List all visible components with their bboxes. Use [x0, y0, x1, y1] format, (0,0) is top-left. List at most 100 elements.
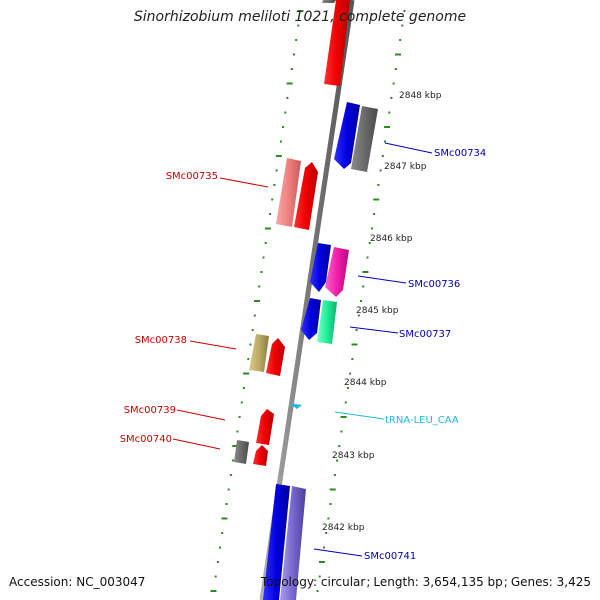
guide-tick — [323, 546, 325, 549]
label-smc00741[interactable]: SMc00741 — [364, 551, 416, 562]
guide-tick — [340, 416, 347, 418]
guide-tick — [273, 184, 276, 186]
guide-tick — [327, 517, 330, 520]
feature-smc00737-blue[interactable] — [301, 298, 321, 340]
label-trna-leu-caa[interactable]: tRNA-LEU_CAA — [385, 415, 459, 426]
ruler-label: 2842 kbp — [322, 523, 365, 533]
guide-tick — [362, 285, 365, 288]
guide-tick — [279, 140, 282, 143]
track-guides — [210, 10, 406, 592]
feature-smc00734-gray[interactable] — [351, 106, 378, 172]
guide-tick — [275, 169, 278, 172]
feature-smc00739[interactable] — [256, 409, 274, 445]
topology-value: circular — [320, 575, 366, 589]
feature-labels: SMc00734 SMc00735 SMc00736 SMc00737 SMc0… — [120, 148, 487, 562]
feature-smc00737[interactable] — [317, 300, 337, 344]
guide-tick — [388, 111, 391, 114]
label-smc00738[interactable]: SMc00738 — [135, 335, 187, 346]
label-smc00734[interactable]: SMc00734 — [434, 148, 486, 159]
guide-tick — [325, 532, 328, 534]
guide-tick — [383, 140, 386, 143]
feature-smc00738-red[interactable] — [266, 338, 285, 376]
guide-tick — [329, 503, 332, 505]
callouts — [172, 142, 433, 557]
length-value: 3,654,135 bp — [422, 575, 503, 589]
guide-tick — [219, 546, 221, 549]
feature-smc00736-blue[interactable] — [310, 243, 331, 292]
guide-tick — [271, 198, 274, 201]
feature-smc00736[interactable] — [325, 247, 349, 297]
feature-smc00740[interactable] — [234, 440, 249, 464]
topology-label: Topology: — [260, 575, 318, 589]
label-smc00737[interactable]: SMc00737 — [399, 329, 451, 340]
guide-tick — [295, 39, 298, 41]
ruler-label: 2846 kbp — [370, 234, 413, 244]
label-smc00739[interactable]: SMc00739 — [124, 405, 176, 416]
guide-tick — [238, 416, 241, 418]
guide-tick — [290, 68, 293, 70]
guide-tick — [251, 329, 254, 331]
label-smc00735[interactable]: SMc00735 — [166, 171, 218, 182]
guide-tick — [232, 445, 239, 447]
ruler-label: 2847 kbp — [384, 162, 427, 172]
feature-arrow[interactable] — [324, 0, 350, 86]
guide-tick — [249, 343, 252, 346]
genes-value: 3,425 — [556, 575, 591, 589]
guide-tick — [225, 503, 228, 505]
accession-value: NC_003047 — [76, 575, 146, 589]
ruler-label: 2845 kbp — [356, 306, 399, 316]
map-title: Sinorhizobium meliloti 1021, complete ge… — [133, 9, 467, 25]
feature-smc00740-red[interactable] — [253, 445, 268, 466]
feature-smc00738[interactable] — [249, 334, 269, 372]
guide-tick — [336, 459, 339, 462]
guide-tick — [403, 10, 406, 12]
guide-tick — [366, 256, 369, 259]
feature-smc00741[interactable] — [280, 486, 306, 600]
guide-tick — [293, 53, 295, 56]
guide-tick — [253, 314, 256, 317]
label-smc00740[interactable]: SMc00740 — [120, 434, 172, 445]
genome-summary: Topology: circular; Length: 3,654,135 bp;… — [260, 575, 591, 589]
guide-tick — [368, 242, 371, 244]
accession-info: Accession: NC_003047 — [9, 575, 145, 589]
guide-tick — [210, 590, 217, 592]
guide-tick — [373, 213, 376, 215]
guide-tick — [282, 126, 285, 128]
guide-tick — [318, 561, 325, 563]
guide-tick — [373, 198, 380, 201]
label-smc00736[interactable]: SMc00736 — [408, 279, 460, 290]
features — [234, 0, 378, 600]
length-label: Length: — [373, 575, 419, 589]
guide-tick — [381, 155, 384, 157]
guide-tick — [394, 68, 397, 70]
feature-smc00735-red[interactable] — [294, 162, 318, 230]
guide-tick — [240, 401, 243, 404]
guide-tick — [349, 372, 352, 375]
guide-tick — [318, 575, 321, 578]
guide-tick — [254, 300, 260, 302]
guide-tick — [355, 329, 358, 331]
guide-tick — [284, 111, 287, 114]
guide-tick — [275, 155, 282, 157]
guide-tick — [357, 314, 360, 317]
guide-tick — [351, 343, 358, 346]
feature-smc00734[interactable] — [334, 102, 360, 169]
guide-tick — [344, 401, 347, 404]
ruler: 2848 kbp 2847 kbp 2846 kbp 2845 kbp 2844… — [322, 91, 442, 533]
accession-label: Accession: — [9, 575, 73, 589]
feature-trna-leu-caa[interactable] — [289, 403, 302, 409]
feature-arrow[interactable] — [322, 0, 336, 3]
feature-smc00741-blue[interactable] — [263, 484, 290, 600]
guide-tick — [338, 445, 341, 447]
guide-tick — [221, 532, 224, 534]
ruler-label: 2844 kbp — [344, 378, 387, 388]
guide-tick — [399, 39, 402, 41]
guide-tick — [384, 126, 391, 128]
ruler-label: 2848 kbp — [399, 91, 442, 101]
guide-tick — [221, 517, 228, 520]
feature-smc00735[interactable] — [276, 158, 301, 227]
guide-tick — [258, 285, 261, 288]
guide-tick — [377, 184, 380, 186]
guide-tick — [247, 358, 250, 360]
guide-tick — [360, 300, 362, 302]
